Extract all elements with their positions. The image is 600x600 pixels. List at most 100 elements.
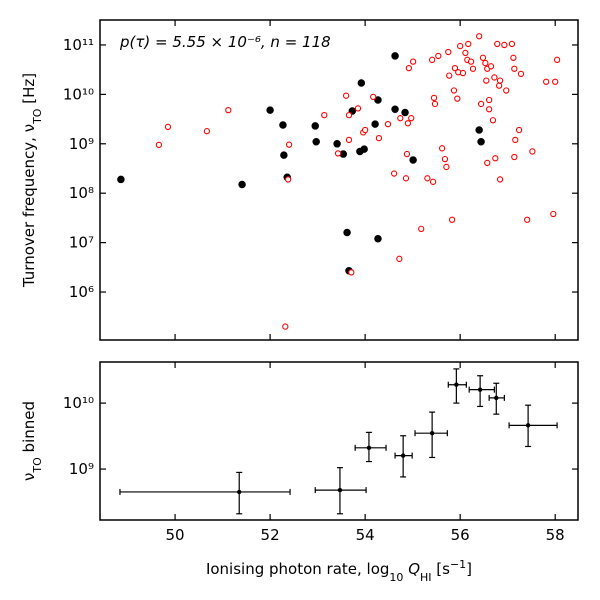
data-point xyxy=(469,65,477,72)
data-point xyxy=(164,123,172,131)
data-point xyxy=(508,40,516,48)
data-point xyxy=(321,111,328,119)
y-tick-label: 10⁹ xyxy=(69,135,94,153)
x-tick-label: 56 xyxy=(451,526,470,544)
data-point xyxy=(511,65,518,72)
data-point xyxy=(396,255,403,262)
data-point xyxy=(482,59,489,67)
data-point xyxy=(391,52,399,60)
data-point xyxy=(409,58,417,65)
data-point xyxy=(418,225,425,232)
y-axis-label: Turnover frequency, νTO [Hz] xyxy=(20,73,44,288)
data-point xyxy=(485,106,493,113)
data-point xyxy=(479,54,487,61)
data-point xyxy=(438,145,446,152)
data-point xyxy=(370,93,377,101)
data-point xyxy=(285,141,293,148)
data-point xyxy=(285,176,292,183)
data-point xyxy=(503,87,510,94)
data-point xyxy=(225,106,232,114)
data-point xyxy=(402,175,410,182)
data-point xyxy=(238,180,246,189)
data-point xyxy=(450,87,458,94)
label-part: ] xyxy=(466,560,472,578)
x-axis-label: Ionising photon rate, log10 QHI [s−1] xyxy=(206,558,472,584)
data-point xyxy=(280,151,288,159)
data-point xyxy=(424,175,431,182)
data-point xyxy=(445,48,452,56)
data-point xyxy=(431,100,439,108)
data-point xyxy=(510,54,517,61)
label-part: [s xyxy=(432,560,451,578)
bin-point xyxy=(454,382,459,387)
plot-frame xyxy=(99,19,579,341)
data-point xyxy=(374,96,382,104)
label-part: Q xyxy=(403,560,420,578)
data-point xyxy=(477,137,485,146)
data-point xyxy=(446,72,453,79)
data-point xyxy=(375,135,383,142)
data-point xyxy=(477,100,485,108)
data-point xyxy=(457,42,464,50)
data-point xyxy=(494,40,501,48)
data-point xyxy=(515,126,523,134)
x-tick-label: 58 xyxy=(546,526,565,544)
bin-point xyxy=(337,487,343,493)
data-point xyxy=(467,58,475,65)
data-point xyxy=(501,41,508,49)
data-point xyxy=(371,120,379,128)
data-point xyxy=(459,69,467,77)
data-point xyxy=(374,234,382,243)
bin-point xyxy=(494,395,499,401)
label-part: TO xyxy=(31,108,44,125)
label-part: −1 xyxy=(450,558,466,571)
data-point xyxy=(465,40,472,48)
data-point xyxy=(495,82,503,89)
bin-point xyxy=(525,423,531,428)
data-point xyxy=(448,216,456,223)
data-point xyxy=(279,121,287,129)
data-point xyxy=(512,136,519,144)
data-point xyxy=(405,64,412,72)
y-tick-label: 10¹¹ xyxy=(63,36,94,54)
bin-point xyxy=(400,453,406,458)
data-point xyxy=(401,108,409,117)
data-point xyxy=(345,111,353,119)
data-point xyxy=(484,159,491,167)
y-tick-label: 10⁷ xyxy=(69,234,94,252)
data-point xyxy=(454,95,461,102)
data-point xyxy=(529,148,536,155)
data-point xyxy=(409,156,417,164)
data-point xyxy=(408,115,415,122)
data-point xyxy=(361,126,369,134)
data-point xyxy=(524,216,531,223)
data-point xyxy=(517,70,525,78)
data-point xyxy=(117,175,125,184)
data-point xyxy=(348,269,355,276)
data-point xyxy=(496,77,504,84)
data-point xyxy=(333,140,341,148)
data-point xyxy=(441,155,449,163)
x-tick-label: 52 xyxy=(261,526,280,544)
data-point xyxy=(403,150,411,158)
data-point xyxy=(489,117,497,124)
label-part: HI xyxy=(420,571,432,584)
y-axis-label: νTO binned xyxy=(20,401,44,481)
data-point xyxy=(476,33,483,40)
data-point xyxy=(511,153,518,161)
bin-point xyxy=(366,445,372,451)
bin-point xyxy=(237,489,242,495)
x-tick-label: 54 xyxy=(356,526,375,544)
data-point xyxy=(492,155,499,162)
y-tick-label: 10¹⁰ xyxy=(63,85,94,103)
label-part: binned xyxy=(20,401,38,457)
data-point xyxy=(462,49,469,57)
data-point xyxy=(342,92,350,99)
data-point xyxy=(391,105,399,114)
data-point xyxy=(311,122,319,130)
y-tick-label: 10¹⁰ xyxy=(63,394,94,412)
data-point xyxy=(475,126,483,134)
data-point xyxy=(357,79,366,87)
data-point xyxy=(552,78,559,85)
